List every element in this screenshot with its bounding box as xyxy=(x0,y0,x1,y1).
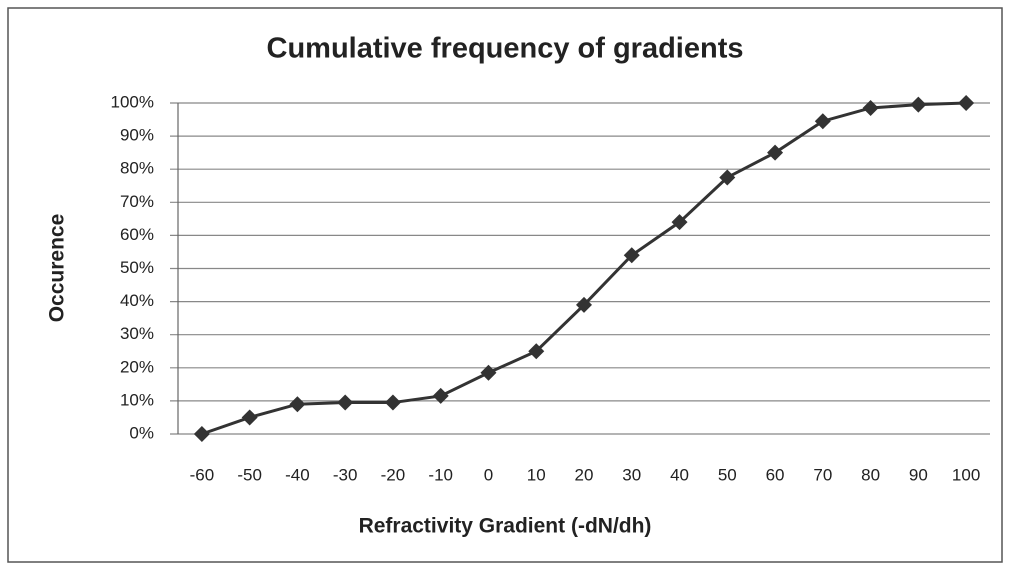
y-tick-label: 40% xyxy=(120,291,154,310)
data-point xyxy=(862,99,879,116)
x-tick-label: 60 xyxy=(766,465,785,484)
x-tick-label: 0 xyxy=(484,465,493,484)
data-point xyxy=(289,396,306,413)
x-tick-label: 40 xyxy=(670,465,689,484)
data-point xyxy=(241,409,258,426)
x-tick-label: -30 xyxy=(333,465,358,484)
data-point xyxy=(576,296,592,313)
data-point xyxy=(432,387,449,404)
data-point xyxy=(193,426,210,442)
x-tick-label: 30 xyxy=(622,465,641,484)
y-tick-label: 20% xyxy=(120,357,154,376)
data-point xyxy=(528,343,545,360)
x-tick-label: -20 xyxy=(381,465,406,484)
data-point xyxy=(910,96,927,113)
chart-border xyxy=(7,7,1003,563)
data-point xyxy=(671,214,688,231)
y-tick-label: 80% xyxy=(120,159,154,178)
y-tick-label: 50% xyxy=(120,258,154,277)
x-tick-label: 20 xyxy=(575,465,594,484)
x-tick-label: -60 xyxy=(190,465,215,484)
y-tick-label: 100% xyxy=(111,92,154,111)
data-point xyxy=(384,394,401,411)
x-tick-label: 90 xyxy=(909,465,928,484)
x-tick-label: -40 xyxy=(285,465,310,484)
y-tick-label: 90% xyxy=(120,126,154,145)
x-tick-label: -50 xyxy=(237,465,262,484)
chart-title: Cumulative frequency of gradients xyxy=(267,33,744,65)
data-point xyxy=(958,95,975,111)
y-tick-label: 10% xyxy=(120,390,154,409)
y-axis-label: Occurence xyxy=(46,214,69,323)
y-tick-label: 60% xyxy=(120,225,154,244)
x-tick-label: 100 xyxy=(952,465,980,484)
x-tick-label: 50 xyxy=(718,465,737,484)
data-point xyxy=(623,247,640,264)
y-tick-label: 30% xyxy=(120,324,154,343)
x-axis-label: Refractivity Gradient (-dN/dh) xyxy=(359,515,652,538)
y-tick-label: 70% xyxy=(120,192,154,211)
data-point xyxy=(337,394,354,411)
data-point xyxy=(767,144,784,161)
data-point xyxy=(814,113,831,130)
x-tick-label: 10 xyxy=(527,465,546,484)
x-tick-label: -10 xyxy=(428,465,453,484)
data-point xyxy=(719,169,736,186)
y-tick-label: 0% xyxy=(129,423,154,442)
x-tick-label: 80 xyxy=(861,465,880,484)
x-tick-label: 70 xyxy=(813,465,832,484)
data-point xyxy=(480,364,497,381)
